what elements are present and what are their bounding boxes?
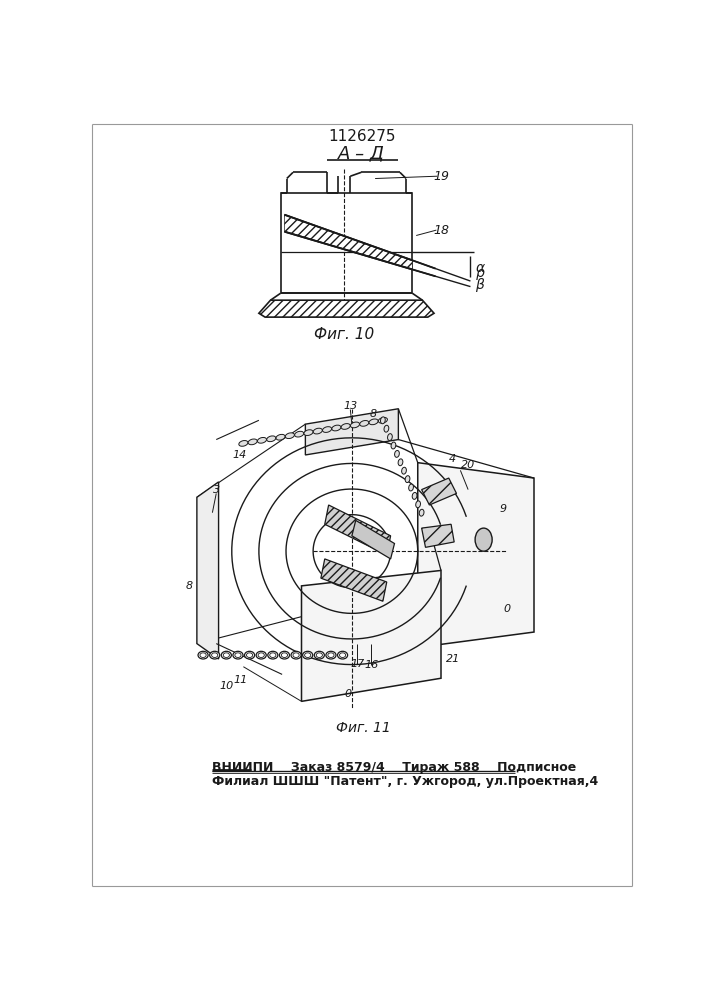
Ellipse shape [326,651,336,659]
Ellipse shape [369,419,378,425]
Ellipse shape [239,441,248,446]
Text: 18: 18 [434,224,450,237]
Text: 17: 17 [351,659,366,669]
Ellipse shape [198,651,208,659]
Ellipse shape [378,417,387,423]
Ellipse shape [295,431,304,437]
Ellipse shape [416,501,421,508]
Ellipse shape [398,459,403,466]
Text: А – Д: А – Д [339,144,385,162]
Ellipse shape [256,651,267,659]
Ellipse shape [405,476,410,483]
Ellipse shape [475,528,492,551]
Ellipse shape [303,651,312,659]
Ellipse shape [304,430,313,435]
Ellipse shape [245,651,255,659]
Text: 0: 0 [503,604,510,614]
Ellipse shape [210,651,220,659]
Ellipse shape [267,436,276,442]
Text: 21: 21 [445,654,460,664]
Ellipse shape [409,484,414,491]
Polygon shape [301,570,441,701]
Ellipse shape [380,417,385,424]
Text: α: α [475,261,484,275]
Ellipse shape [268,651,278,659]
Ellipse shape [257,437,267,443]
Ellipse shape [337,651,348,659]
Text: β: β [475,278,484,292]
Text: 3: 3 [213,485,220,495]
Ellipse shape [248,439,257,445]
Text: 14: 14 [233,450,247,460]
Ellipse shape [419,509,424,516]
Ellipse shape [351,422,360,428]
Text: Фиг. 10: Фиг. 10 [314,327,374,342]
Ellipse shape [360,421,369,426]
Text: 10: 10 [219,681,233,691]
Ellipse shape [221,651,231,659]
Bar [281,193,412,293]
Ellipse shape [315,651,325,659]
Text: 0: 0 [344,689,351,699]
Ellipse shape [313,428,322,434]
Ellipse shape [332,425,341,431]
Ellipse shape [276,434,285,440]
Polygon shape [259,300,434,317]
Polygon shape [321,559,387,601]
Polygon shape [325,505,391,555]
Polygon shape [284,215,412,269]
Text: 4: 4 [449,454,456,464]
Ellipse shape [395,450,399,457]
Polygon shape [305,409,398,455]
Text: 8: 8 [185,581,193,591]
Text: Филиал ШШШ "Патент", г. Ужгород, ул.Проектная,4: Филиал ШШШ "Патент", г. Ужгород, ул.Прое… [212,774,599,788]
Ellipse shape [384,425,389,432]
Text: 13: 13 [343,401,358,411]
Ellipse shape [341,424,350,429]
Text: 11: 11 [234,675,248,685]
Polygon shape [352,520,395,559]
Polygon shape [418,463,534,647]
Ellipse shape [387,434,392,441]
Ellipse shape [322,427,332,432]
Text: 9: 9 [499,504,506,514]
Ellipse shape [402,467,407,474]
Polygon shape [421,478,457,505]
Text: ρ: ρ [475,266,484,280]
Ellipse shape [286,433,294,439]
Text: Фиг. 11: Фиг. 11 [336,721,391,735]
Polygon shape [421,524,454,547]
Text: 20: 20 [461,460,475,470]
Text: 19: 19 [434,170,450,183]
Ellipse shape [279,651,289,659]
Text: ВНИИПИ    Заказ 8579/4    Тираж 588    Подписное: ВНИИПИ Заказ 8579/4 Тираж 588 Подписное [212,761,577,774]
Ellipse shape [233,651,243,659]
Polygon shape [197,482,218,659]
Text: 8: 8 [370,409,377,419]
Ellipse shape [412,492,417,499]
Text: 1126275: 1126275 [328,129,396,144]
Text: 16: 16 [364,660,378,670]
Ellipse shape [291,651,301,659]
Ellipse shape [391,442,396,449]
